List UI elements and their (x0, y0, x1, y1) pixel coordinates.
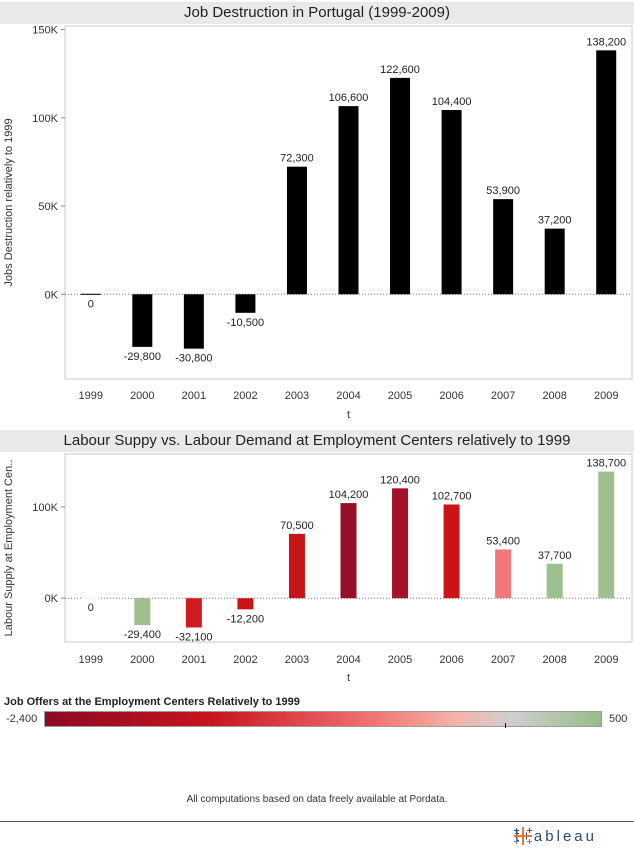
legend-color-ramp (44, 711, 602, 728)
bar (185, 598, 202, 628)
bar (338, 106, 359, 295)
footer-note: All computations based on data freely av… (186, 794, 448, 805)
data-label: 53,900 (486, 185, 520, 197)
y-tick-label: 0K (45, 593, 59, 605)
bar (443, 504, 460, 599)
bar (441, 110, 462, 295)
x-axis-title: t (347, 672, 350, 684)
x-axis-title: t (347, 409, 350, 421)
x-tick-label: 2005 (388, 654, 412, 666)
legend-min-label: -2,400 (6, 713, 38, 725)
data-label: 37,200 (538, 215, 572, 227)
x-tick-label: 2006 (439, 390, 463, 402)
tableau-cross-icon (514, 827, 532, 845)
data-label: 37,700 (538, 550, 572, 562)
data-label: 0 (88, 602, 94, 614)
bar (390, 77, 411, 295)
y-tick-label: 0K (45, 289, 59, 301)
bar (392, 488, 409, 599)
bar (82, 597, 99, 599)
bar (132, 294, 153, 347)
data-label: -29,800 (124, 351, 161, 363)
data-label: 53,400 (486, 535, 520, 547)
x-tick-label: 2008 (542, 390, 566, 402)
y-tick-label: 100K (32, 502, 58, 514)
x-tick-label: 2000 (130, 390, 154, 402)
data-label: 138,700 (586, 458, 626, 470)
data-label: -10,500 (227, 317, 264, 329)
bar (286, 166, 307, 295)
bar (544, 228, 565, 295)
x-tick-label: 2007 (491, 390, 515, 402)
data-label: -12,200 (227, 613, 264, 625)
legend-marker (505, 723, 506, 728)
legend-title: Job Offers at the Employment Centers Rel… (4, 696, 300, 708)
chart1-plot: 0K 50K 100K 150K 0 1999 -29,800 2000 -30,800 2001… (3, 25, 633, 421)
plot-frame (64, 25, 633, 380)
data-label: 138,200 (586, 36, 626, 48)
bar (80, 293, 101, 295)
x-tick-label: 2009 (594, 654, 618, 666)
bar (237, 598, 254, 610)
legend-max-label: 500 (609, 713, 628, 725)
data-label: 120,400 (380, 474, 420, 486)
data-label: -29,400 (124, 629, 161, 641)
x-tick-label: 2008 (542, 654, 566, 666)
bar (288, 533, 305, 599)
x-tick-label: 2005 (388, 390, 412, 402)
x-tick-label: 2004 (336, 390, 360, 402)
y-tick-label: 100K (32, 113, 58, 125)
bar (495, 549, 512, 599)
x-tick-label: 2004 (336, 654, 360, 666)
data-label: 104,400 (432, 96, 472, 108)
chart2-plot: 0K 100K 0 1999 -29,400 2000 -32,100 2001 -12,200… (3, 453, 633, 684)
data-label: 70,500 (280, 520, 314, 532)
x-tick-label: 2009 (594, 390, 618, 402)
y-axis-title: Labour Supply at Employment Cen.. (3, 460, 15, 637)
plot-frame (64, 453, 633, 643)
x-tick-label: 2002 (233, 390, 257, 402)
bar (235, 294, 256, 313)
tableau-logo[interactable]: t+ableau (512, 825, 632, 847)
x-tick-label: 1999 (79, 654, 103, 666)
data-label: -30,800 (175, 353, 212, 365)
bar (596, 50, 617, 295)
data-label: 0 (88, 298, 94, 310)
data-label: 104,200 (329, 489, 369, 501)
bar (340, 503, 357, 599)
x-tick-label: 2000 (130, 654, 154, 666)
y-tick-label: 150K (32, 25, 58, 37)
y-tick-label: 50K (38, 201, 58, 213)
bar (598, 471, 615, 599)
x-tick-label: 2003 (285, 654, 309, 666)
bar (183, 294, 204, 349)
x-tick-label: 2003 (285, 390, 309, 402)
x-tick-label: 2006 (439, 654, 463, 666)
x-tick-label: 1999 (79, 390, 103, 402)
tableau-wordmark: t+ableau (515, 827, 597, 845)
data-label: 122,600 (380, 64, 420, 76)
x-tick-label: 2007 (491, 654, 515, 666)
x-tick-label: 2001 (182, 654, 206, 666)
chart1-title: Job Destruction in Portugal (1999-2009) (0, 2, 634, 24)
bar (134, 598, 151, 626)
bar (546, 563, 563, 599)
data-label: 72,300 (280, 153, 314, 165)
x-tick-label: 2001 (182, 390, 206, 402)
data-label: 102,700 (432, 490, 472, 502)
bar (493, 199, 514, 295)
y-axis-title: Jobs Destruction relatively to 1999 (3, 118, 15, 286)
x-tick-label: 2002 (233, 654, 257, 666)
data-label: -32,100 (175, 631, 212, 643)
data-label: 106,600 (329, 92, 369, 104)
footer-divider (0, 821, 634, 822)
chart2-title: Labour Suppy vs. Labour Demand at Employ… (0, 430, 634, 452)
